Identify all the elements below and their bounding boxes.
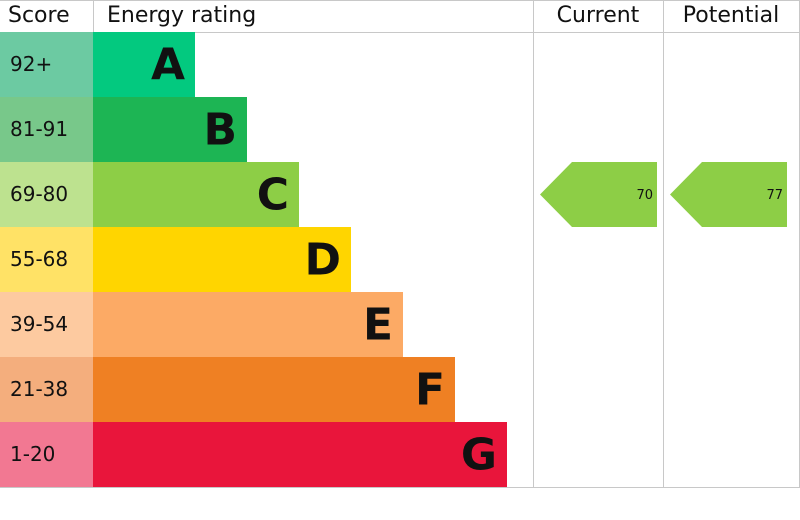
- score-label: 1-20: [10, 442, 55, 466]
- rating-bar: [93, 162, 299, 227]
- header-current: Current: [557, 3, 640, 28]
- current-value: 70: [636, 188, 653, 203]
- rating-letter: C: [257, 170, 289, 221]
- rating-bar: [93, 422, 507, 487]
- header-score: Score: [8, 3, 70, 28]
- header-rating: Energy rating: [107, 3, 256, 28]
- score-label: 81-91: [10, 117, 68, 141]
- current-arrow: [540, 162, 657, 227]
- rating-bar: [93, 292, 403, 357]
- score-label: 92+: [10, 52, 52, 76]
- rating-letter: G: [461, 430, 497, 481]
- rating-bar: [93, 357, 455, 422]
- score-cell: [0, 97, 93, 162]
- rating-letter: E: [363, 300, 393, 351]
- rating-bar: [93, 32, 195, 97]
- rating-bar: [93, 227, 351, 292]
- score-label: 69-80: [10, 182, 68, 206]
- score-cell: [0, 162, 93, 227]
- score-cell: [0, 32, 93, 97]
- header-potential: Potential: [683, 3, 779, 28]
- score-cell: [0, 292, 93, 357]
- rating-letter: D: [304, 235, 341, 286]
- rating-letter: B: [203, 105, 237, 156]
- score-cell: [0, 422, 93, 487]
- score-label: 39-54: [10, 312, 68, 336]
- score-cell: [0, 357, 93, 422]
- score-label: 55-68: [10, 247, 68, 271]
- score-cell: [0, 227, 93, 292]
- rating-letter: A: [151, 40, 185, 91]
- rating-bar: [93, 97, 247, 162]
- potential-arrow: [670, 162, 787, 227]
- score-label: 21-38: [10, 377, 68, 401]
- rating-letter: F: [415, 365, 445, 416]
- potential-value: 77: [766, 188, 783, 203]
